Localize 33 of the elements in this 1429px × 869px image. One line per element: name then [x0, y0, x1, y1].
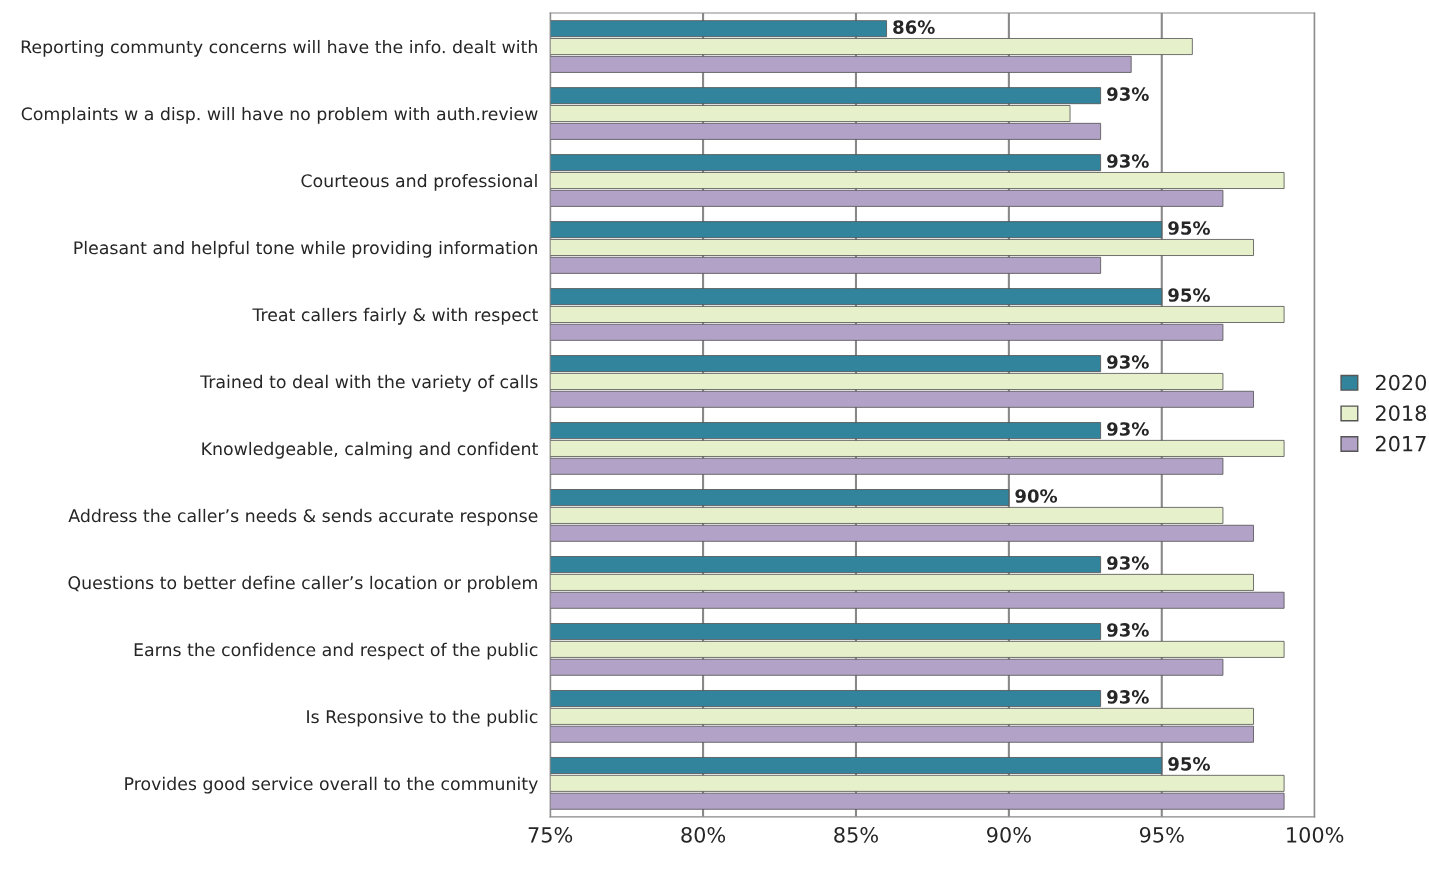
y-tick-label: Reporting communty concerns will have the info. dealt with — [21, 39, 537, 57]
y-tick-label: Complaints w a disp. will have no problem with auth.review — [21, 106, 538, 124]
y-tick-label: Pleasant and helpful tone while providing information — [74, 240, 537, 258]
y-tick-label: Is Responsive to the public — [307, 709, 538, 727]
x-tick-label: 85% — [834, 826, 878, 843]
data-label: 93% — [1107, 422, 1149, 436]
x-tick-label: 80% — [681, 826, 726, 843]
legend-label: 2018 — [1375, 405, 1426, 421]
y-tick-label: Questions to better define caller’s location or problem — [68, 575, 537, 593]
data-label: 95% — [1168, 221, 1210, 235]
data-label: 95% — [1168, 757, 1210, 771]
data-label: 93% — [1107, 623, 1149, 637]
y-tick-label: Courteous and professional — [301, 173, 537, 191]
y-tick-label: Earns the confidence and respect of the public — [134, 642, 538, 660]
y-tick-label: Knowledgeable, calming and confident — [202, 441, 538, 459]
data-label: 95% — [1168, 288, 1210, 302]
y-tick-label: Provides good service overall to the community — [125, 776, 538, 794]
data-label: 93% — [1107, 87, 1149, 101]
y-tick-label: Address the caller’s needs & sends accurate response — [68, 508, 538, 526]
data-label: 90% — [1015, 489, 1058, 503]
x-tick-label: 75% — [528, 826, 573, 843]
legend-label: 2017 — [1375, 435, 1426, 452]
data-label: 93% — [1107, 690, 1149, 704]
y-tick-label: Treat callers fairly & with respect — [252, 307, 538, 325]
legend-label: 2020 — [1375, 374, 1427, 391]
data-label: 93% — [1107, 556, 1149, 570]
data-label: 86% — [893, 20, 935, 34]
data-label: 93% — [1107, 154, 1149, 168]
x-tick-label: 100% — [1287, 826, 1344, 843]
data-label: 93% — [1107, 355, 1149, 369]
x-tick-label: 95% — [1139, 826, 1184, 843]
y-tick-label: Trained to deal with the variety of calls — [200, 374, 538, 392]
x-tick-label: 90% — [987, 826, 1031, 843]
